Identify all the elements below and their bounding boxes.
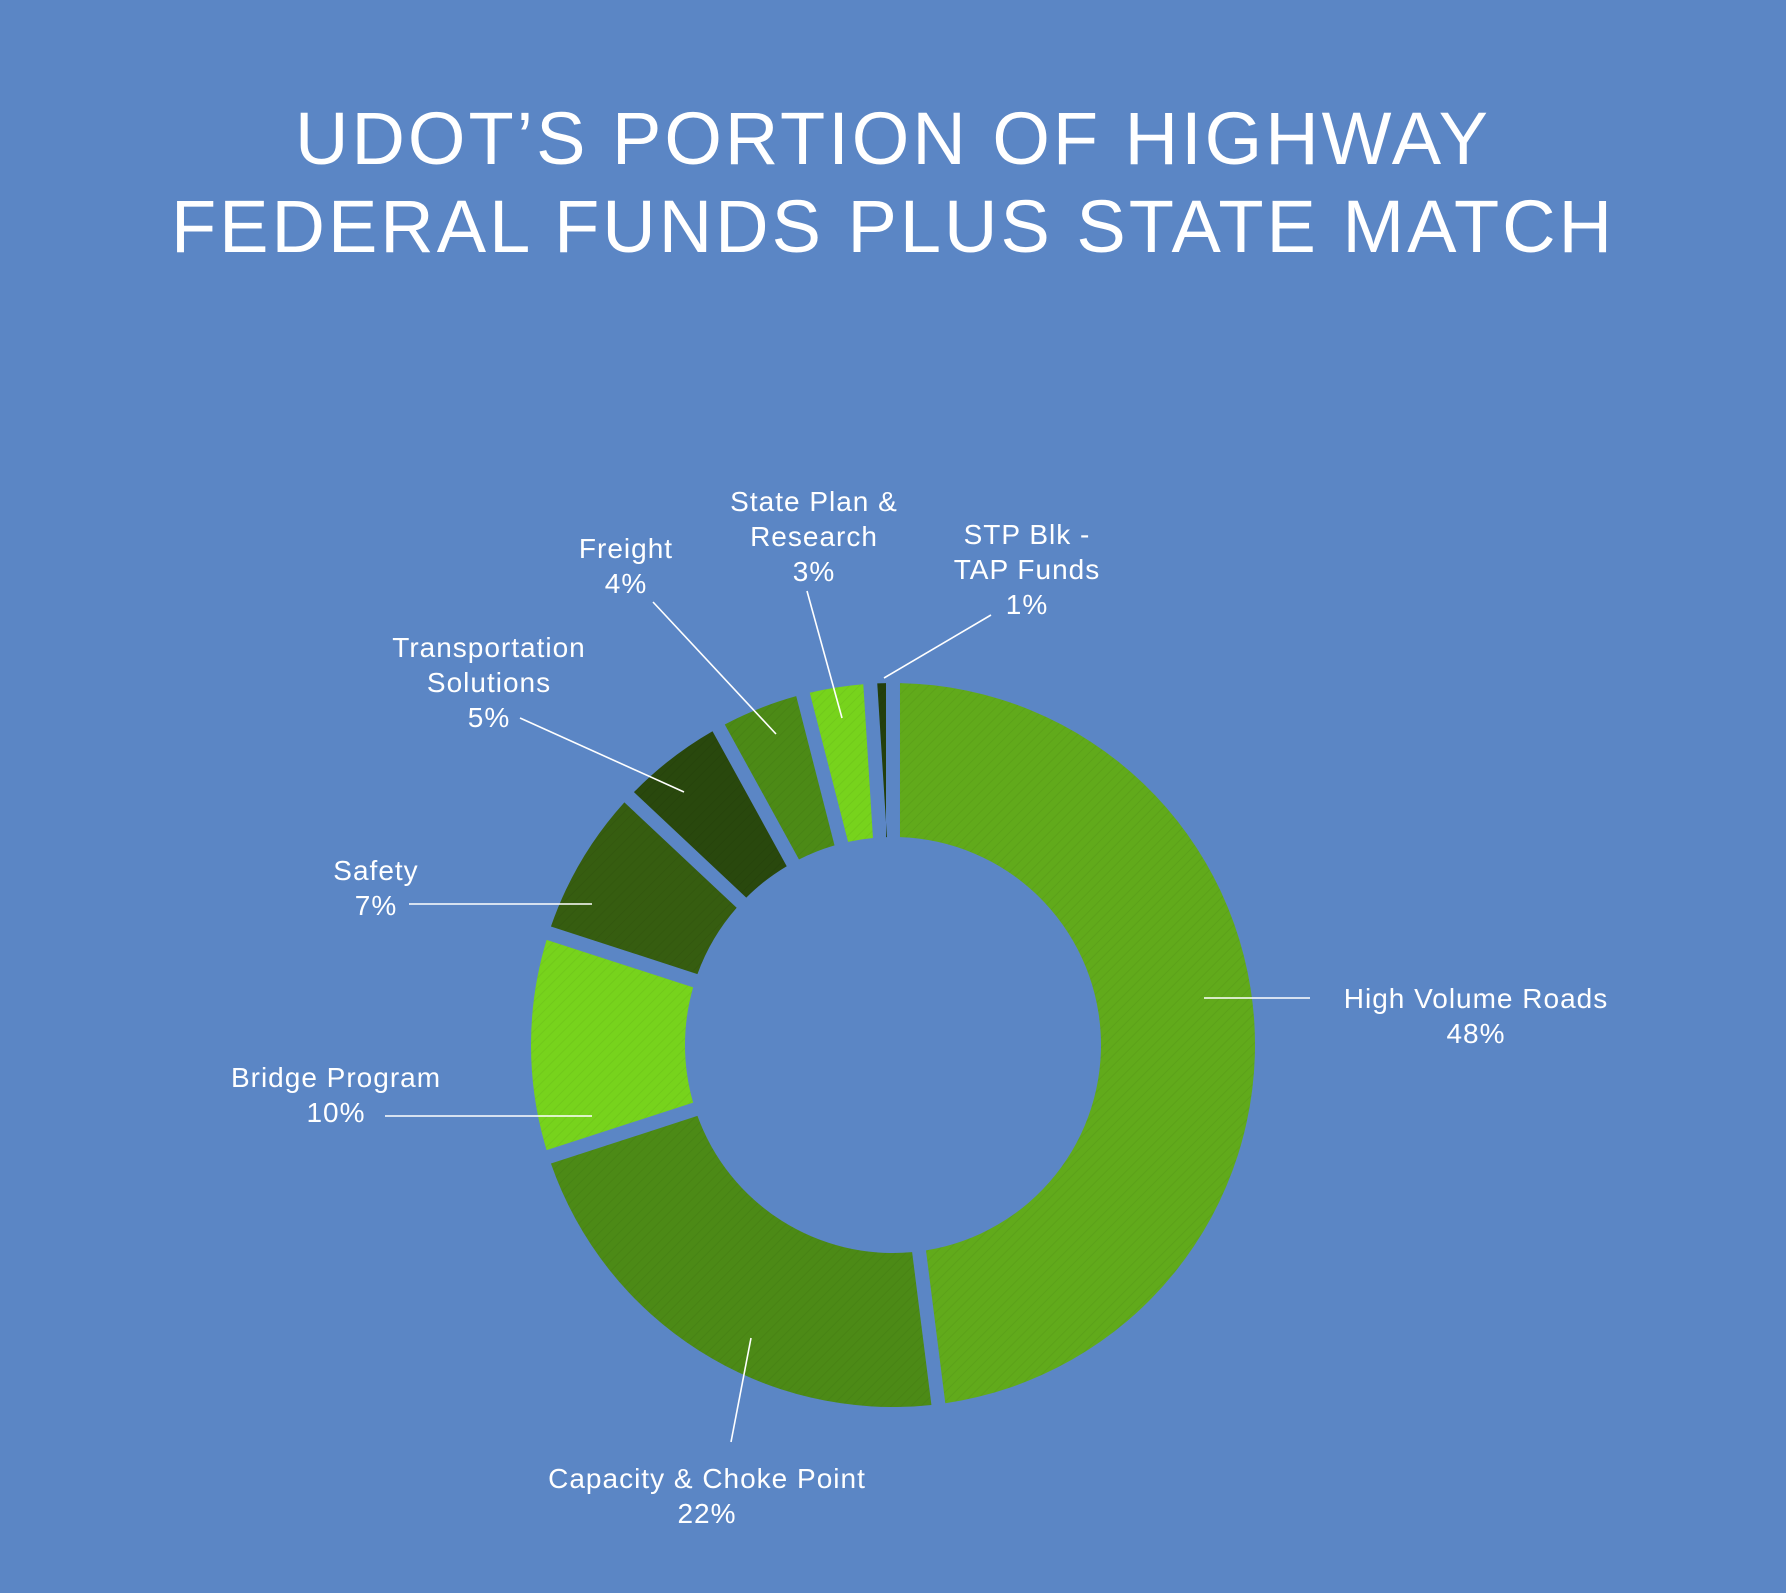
slice-label-freight: Freight (579, 533, 673, 564)
slice-label-transportation-solutions: Solutions (427, 667, 551, 698)
slice-value-capacity-choke-point: 22% (677, 1498, 736, 1529)
slice-label-safety: Safety (333, 855, 418, 886)
slice-value-freight: 4% (605, 568, 647, 599)
slice-texture-state-plan-research (809, 684, 873, 842)
leader-line-transportation-solutions (519, 717, 685, 793)
slice-texture-transportation-solutions (633, 731, 787, 898)
slice-texture-stp-blk-tap-funds (877, 683, 887, 838)
slice-texture-safety (550, 802, 737, 975)
slice-texture-bridge-program (530, 939, 694, 1151)
slice-texture-freight (724, 696, 835, 860)
leader-lines (385, 590, 1310, 1443)
slice-texture-high-volume-roads (899, 683, 1256, 1404)
slice-label-bridge-program: Bridge Program (231, 1062, 441, 1093)
slice-label-high-volume-roads: High Volume Roads (1344, 983, 1608, 1014)
leader-line-freight (652, 601, 777, 735)
slice-label-capacity-choke-point: Capacity & Choke Point (548, 1463, 866, 1494)
slice-texture-capacity-choke-point (550, 1115, 932, 1408)
slice-value-stp-blk-tap-funds: 1% (1006, 589, 1048, 620)
slice-label-state-plan-research: State Plan & (730, 486, 898, 517)
chart-title-line-1: UDOT’S PORTION OF HIGHWAY (295, 97, 1491, 180)
slice-value-safety: 7% (355, 890, 397, 921)
leader-line-capacity-choke-point (730, 1337, 752, 1443)
slice-value-state-plan-research: 3% (793, 556, 835, 587)
slice-value-high-volume-roads: 48% (1446, 1018, 1505, 1049)
slice-value-transportation-solutions: 5% (468, 702, 510, 733)
slice-label-state-plan-research: Research (750, 521, 878, 552)
slice-label-stp-blk-tap-funds: STP Blk - (964, 519, 1091, 550)
slice-label-transportation-solutions: Transportation (392, 632, 586, 663)
slice-labels: High Volume Roads 48% Capacity & Choke Poi… (231, 486, 1608, 1529)
slice-value-bridge-program: 10% (306, 1097, 365, 1128)
chart-title-line-2: FEDERAL FUNDS PLUS STATE MATCH (170, 185, 1616, 268)
leader-line-state-plan-research (806, 590, 843, 719)
donut-slices (530, 683, 1256, 1408)
chart-title: UDOT’S PORTION OF HIGHWAY FEDERAL FUNDS … (0, 95, 1786, 271)
leader-line-stp-blk-tap-funds (883, 614, 992, 679)
slice-label-stp-blk-tap-funds: TAP Funds (954, 554, 1100, 585)
